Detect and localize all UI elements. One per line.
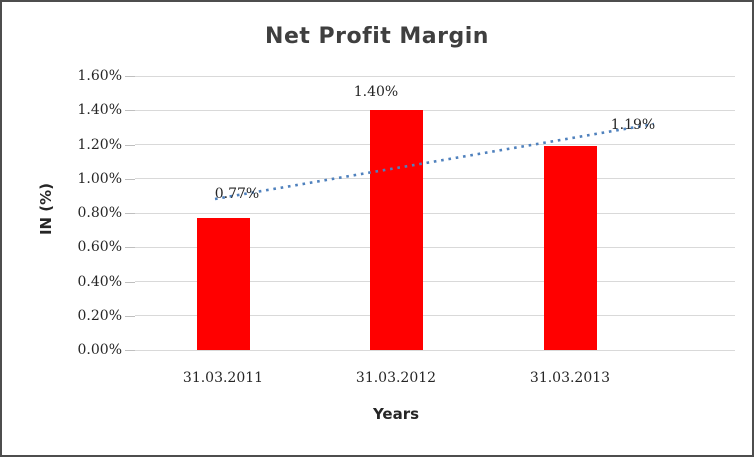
gridline: [135, 75, 735, 77]
y-axis-tick-label: 0.00%: [77, 342, 122, 358]
bar: [543, 146, 597, 350]
plot-area: 0.77% 1.40% 1.19%: [135, 75, 735, 351]
bar-data-label: 1.40%: [353, 84, 399, 101]
gridline: [135, 349, 735, 351]
y-axis-tick-label: 1.60%: [77, 68, 122, 84]
x-axis-tick-label: 31.03.2013: [529, 370, 611, 386]
y-axis-tick-mark: [125, 281, 135, 283]
x-axis-title: Years: [372, 405, 420, 423]
gridline: [135, 212, 735, 214]
y-axis-tick-mark: [125, 110, 135, 112]
y-axis-tick-mark: [125, 247, 135, 249]
y-axis-tick-mark: [125, 178, 135, 180]
trendline: [214, 122, 655, 201]
bar-data-label: 1.19%: [610, 117, 656, 134]
bar-data-label: 0.77%: [214, 186, 260, 203]
chart-title: Net Profit Margin: [265, 24, 489, 49]
gridline: [135, 109, 735, 111]
gridline: [135, 178, 735, 180]
y-axis-tick-label: 1.00%: [77, 170, 122, 187]
gridline: [135, 281, 735, 282]
bar: [369, 110, 423, 350]
bar: [196, 218, 250, 350]
gridline: [135, 315, 735, 317]
y-axis-tick-mark: [125, 213, 135, 214]
y-axis-tick-mark: [125, 350, 135, 351]
x-axis-tick-label: 31.03.2012: [355, 370, 437, 386]
gridline: [135, 144, 735, 145]
y-axis-tick-label: 0.20%: [77, 307, 122, 324]
gridline: [135, 246, 735, 248]
y-axis-tick-label: 0.40%: [77, 273, 122, 290]
y-axis-tick-label: 1.20%: [77, 136, 122, 153]
y-axis-tick-label: 0.60%: [77, 239, 122, 256]
y-axis-tick-label: 0.80%: [77, 205, 122, 221]
y-axis-tick-mark: [125, 144, 135, 146]
y-axis-tick-mark: [125, 76, 135, 77]
x-axis-tick-label: 31.03.2011: [182, 370, 264, 386]
y-axis-tick-label: 1.40%: [77, 102, 122, 119]
y-axis-tick-mark: [125, 315, 135, 317]
